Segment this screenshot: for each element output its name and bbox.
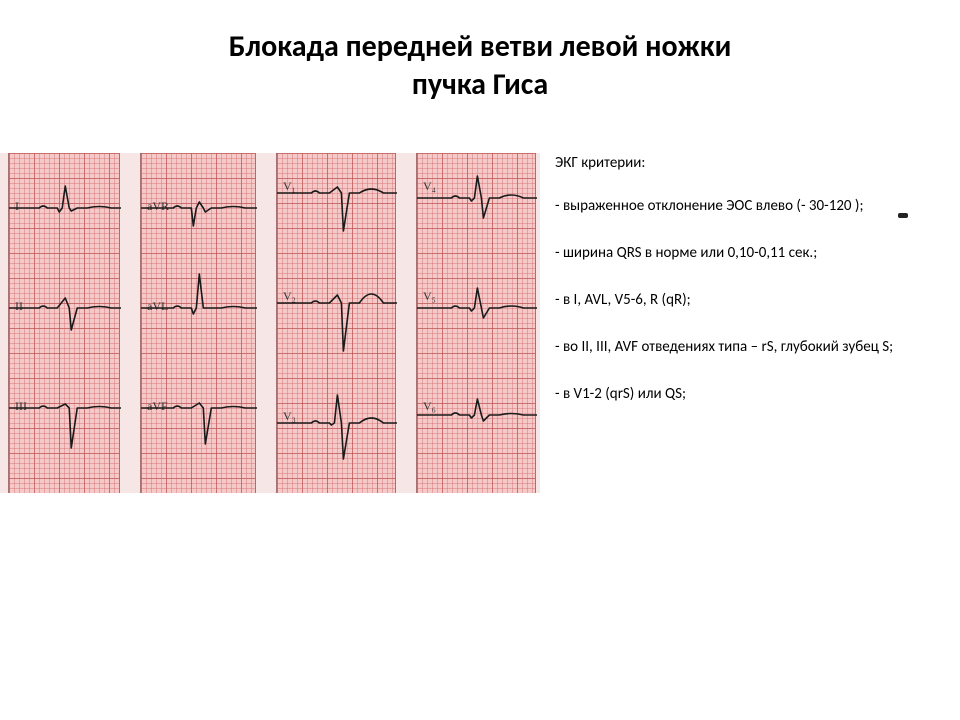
stray-mark [898, 213, 908, 218]
slide-title: Блокада передней ветви левой ножки пучка… [0, 28, 960, 103]
ecg-trace-svg [277, 153, 397, 493]
ecg-trace [9, 298, 121, 330]
criteria-heading: ЭКГ критерии: [555, 153, 950, 174]
criteria-item: - ширина QRS в норме или 0,10-0,11 сек.; [555, 243, 950, 264]
ecg-trace [277, 187, 397, 231]
criteria-item: - в V1-2 (qrS) или QS; [555, 384, 950, 405]
ecg-trace [277, 395, 397, 459]
ecg-trace-svg [9, 153, 121, 493]
ecg-trace [141, 403, 257, 444]
ecg-trace [417, 399, 537, 421]
ecg-strip: aVRaVLaVF [140, 153, 256, 493]
ecg-figure: IIIIIIaVRaVLaVFV₁V₂V₃V₄V₅V₆ [0, 153, 540, 493]
criteria-item: - в I, AVL, V5-6, R (qR); [555, 290, 950, 311]
ecg-trace-svg [141, 153, 257, 493]
criteria-item: - во II, III, AVF отведениях типа – rS, … [555, 337, 950, 358]
ecg-trace [417, 176, 537, 218]
ecg-strip: V₁V₂V₃ [276, 153, 396, 493]
ecg-trace [9, 186, 121, 212]
ecg-trace [417, 288, 537, 318]
ecg-trace [9, 404, 121, 448]
ecg-trace [141, 202, 257, 226]
ecg-trace [277, 294, 397, 351]
ecg-trace-svg [417, 153, 537, 493]
ecg-strip: V₄V₅V₆ [416, 153, 536, 493]
title-line-2: пучка Гиса [0, 66, 960, 104]
criteria-block: ЭКГ критерии: - выраженное отклонение ЭО… [555, 153, 950, 431]
title-line-1: Блокада передней ветви левой ножки [0, 28, 960, 66]
ecg-trace [141, 274, 257, 314]
ecg-strip: IIIIII [8, 153, 120, 493]
criteria-item: - выраженное отклонение ЭОС влево (- 30-… [555, 196, 950, 217]
